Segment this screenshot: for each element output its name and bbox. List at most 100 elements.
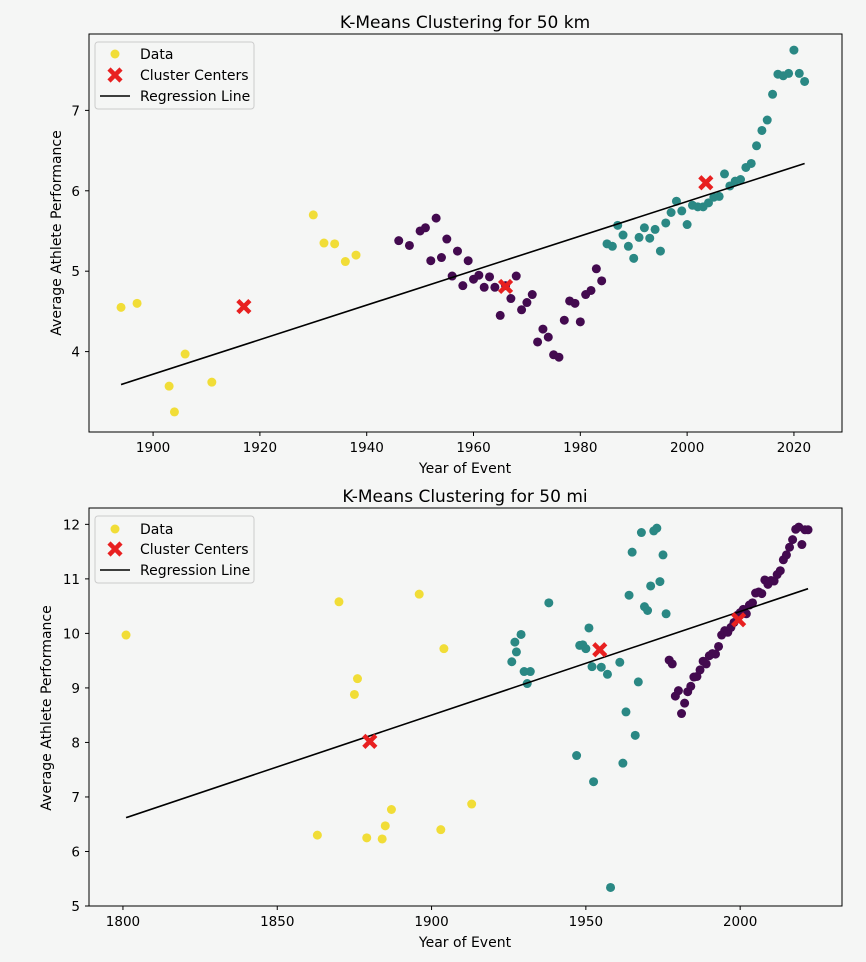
chart-50mi-ytick-label: 7 — [71, 790, 80, 806]
chart-50km-point-teal — [736, 175, 746, 185]
chart-50km-point-purple — [511, 271, 521, 281]
chart-50km-ytick-label: 7 — [71, 103, 80, 119]
chart-50km-point-teal — [634, 232, 644, 242]
chart-50mi-point-yellow — [386, 804, 396, 814]
chart-50mi-point-yellow — [439, 644, 449, 654]
chart-50mi-point-yellow — [352, 674, 362, 684]
chart-50mi-point-purple — [701, 659, 711, 669]
chart-50km-point-teal — [746, 158, 756, 168]
chart-50mi-legend: Data Cluster Centers Regression Line — [94, 515, 255, 584]
chart-50km-point-teal — [639, 223, 649, 233]
chart-50mi-point-teal — [630, 730, 640, 740]
chart-50mi-point-teal — [581, 644, 591, 654]
chart-50km-point-yellow — [340, 257, 350, 267]
chart-50km-legend-center-x — [107, 67, 123, 83]
chart-50mi-ytick-label: 12 — [63, 517, 80, 533]
chart-50mi-point-purple — [785, 542, 795, 552]
chart-50km-point-yellow — [180, 349, 190, 359]
chart-50mi-point-purple — [695, 665, 705, 675]
chart-50mi: K-Means Clustering for 50 mi 1800 1850 190… — [39, 487, 843, 951]
chart-50km-xtick-label: 1960 — [456, 440, 490, 456]
chart-50mi-point-teal — [621, 707, 631, 717]
chart-50mi-point-purple — [686, 681, 696, 691]
chart-50mi-point-purple — [667, 659, 677, 669]
chart-50km-legend-data-dot — [110, 49, 120, 59]
chart-50km-point-teal — [714, 191, 724, 201]
chart-50km-xtick-label: 1980 — [563, 440, 597, 456]
chart-50mi-ytick-label: 10 — [63, 626, 80, 642]
chart-50mi-point-purple — [710, 649, 720, 659]
chart-50km: K-Means Clustering for 50 km 1900 1920 194… — [49, 13, 843, 477]
chart-50mi-point-teal — [652, 523, 662, 533]
chart-50mi-cluster-center — [731, 612, 747, 628]
chart-50km-point-yellow — [169, 407, 179, 417]
chart-50mi-legend-center-label: Cluster Centers — [140, 542, 249, 558]
chart-50km-point-purple — [394, 236, 404, 246]
chart-50km-point-yellow — [319, 238, 329, 248]
chart-50km-point-purple — [591, 264, 601, 274]
chart-50km-point-purple — [485, 272, 495, 282]
chart-50mi-point-teal — [658, 550, 668, 560]
chart-50km-point-purple — [404, 240, 414, 250]
chart-50mi-point-yellow — [334, 597, 344, 607]
chart-50mi-point-teal — [587, 662, 597, 672]
chart-50mi-xtick-label: 1900 — [414, 914, 448, 930]
chart-50mi-legend-center-x — [107, 541, 123, 557]
chart-50mi-point-purple — [757, 589, 767, 599]
chart-50km-legend-line-label: Regression Line — [140, 89, 250, 105]
chart-50mi-point-yellow — [121, 630, 131, 640]
chart-50mi-point-teal — [606, 882, 616, 892]
chart-50km-point-purple — [538, 324, 548, 334]
chart-50mi-point-yellow — [362, 833, 372, 843]
chart-50mi-xlabel: Year of Event — [418, 935, 512, 951]
chart-50mi-cluster-center — [362, 733, 378, 749]
chart-50km-point-teal — [703, 198, 713, 208]
chart-50km-point-purple — [575, 317, 585, 327]
chart-50mi-point-teal — [633, 677, 643, 687]
chart-50mi-point-teal — [584, 623, 594, 633]
chart-50km-point-teal — [618, 230, 628, 240]
chart-50mi-point-teal — [661, 609, 671, 619]
chart-50mi-point-purple — [788, 535, 798, 545]
chart-50mi-point-purple — [748, 598, 758, 608]
chart-50mi-cluster-center — [592, 642, 608, 658]
chart-50km-point-teal — [752, 141, 762, 151]
chart-50mi-point-purple — [775, 566, 785, 576]
chart-50km-point-teal — [623, 241, 633, 251]
chart-50mi-point-yellow — [377, 834, 387, 844]
chart-50mi-point-teal — [544, 598, 554, 608]
chart-50mi-ytick-label: 5 — [71, 899, 80, 915]
chart-50km-regression-line — [120, 162, 805, 386]
chart-50km-xtick-label: 2000 — [670, 440, 704, 456]
chart-50km-point-teal — [720, 169, 730, 179]
chart-50km-legend: Data Cluster Centers Regression Line — [94, 41, 255, 110]
chart-50mi-xtick-label: 2000 — [723, 914, 757, 930]
chart-50mi-point-yellow — [349, 689, 359, 699]
chart-50mi-point-teal — [519, 667, 529, 677]
chart-50mi-title: K-Means Clustering for 50 mi — [342, 487, 587, 507]
chart-50mi-regression-line — [125, 587, 809, 819]
chart-50mi-point-teal — [624, 590, 634, 600]
chart-50km-point-purple — [597, 276, 607, 286]
chart-50km-point-teal — [768, 89, 778, 99]
chart-50mi-ylabel: Average Athlete Performance — [39, 605, 55, 810]
chart-50mi-point-purple — [680, 698, 690, 708]
chart-50mi-point-teal — [596, 662, 606, 672]
chart-50mi-legend-line-label: Regression Line — [140, 563, 250, 579]
chart-50mi-point-teal — [618, 758, 628, 768]
chart-50km-point-yellow — [116, 302, 126, 312]
chart-50km-point-teal — [800, 76, 810, 86]
chart-50km-ylabel: Average Athlete Performance — [49, 130, 65, 335]
chart-50km-point-teal — [677, 206, 687, 216]
chart-50mi-legend-data-dot — [110, 524, 120, 534]
chart-50mi-ytick-label: 11 — [63, 572, 80, 588]
chart-50km-point-purple — [522, 298, 532, 308]
chart-50km-point-yellow — [308, 210, 318, 220]
chart-50km-point-purple — [506, 294, 516, 304]
chart-50mi-point-purple — [714, 641, 724, 651]
chart-50km-point-teal — [661, 218, 671, 228]
chart-50mi-point-yellow — [436, 825, 446, 835]
chart-50km-point-teal — [655, 246, 665, 256]
chart-50km-ytick-label: 6 — [71, 184, 80, 200]
chart-50mi-point-teal — [510, 637, 520, 647]
